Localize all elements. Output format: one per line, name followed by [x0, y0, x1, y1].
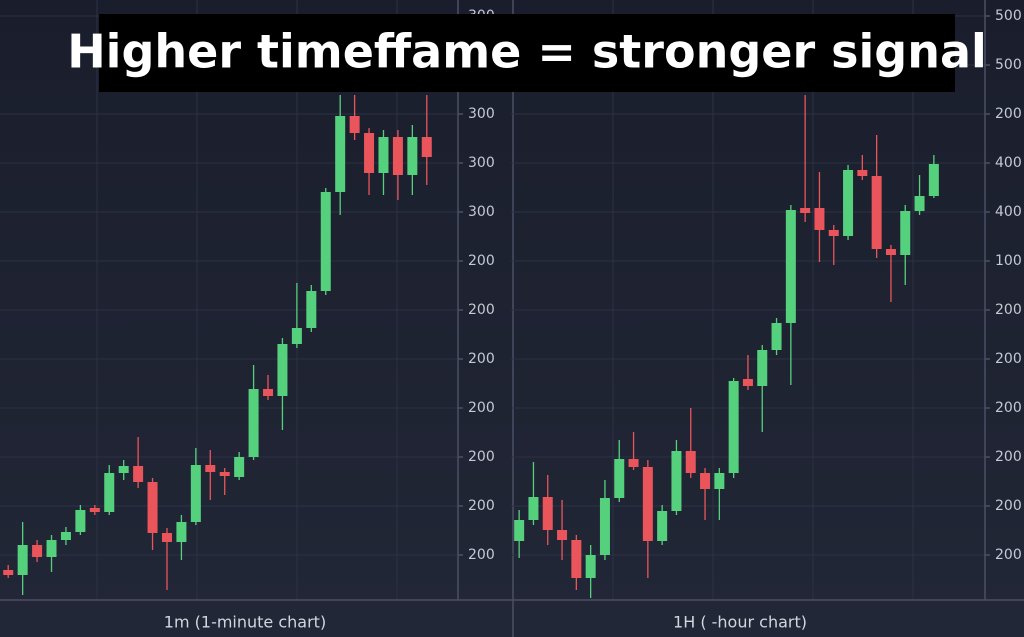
candle-body — [161, 533, 172, 542]
candle-body — [248, 389, 259, 457]
candle-body — [234, 457, 245, 477]
candle-body — [277, 344, 288, 396]
y-tick-label: 500 — [995, 8, 1022, 24]
candle-body — [714, 473, 725, 489]
candle-body — [742, 379, 753, 386]
candle-body — [585, 555, 596, 578]
candle-body — [557, 530, 568, 540]
y-tick-label: 500 — [995, 57, 1022, 73]
candle-body — [219, 472, 230, 476]
x-axis-label: 1m (1-minute chart) — [164, 613, 326, 632]
candle-body — [133, 466, 144, 482]
x-axis-label: 1H ( -hour chart) — [673, 613, 807, 632]
y-tick-label: 400 — [995, 204, 1022, 220]
candle-body — [17, 545, 28, 575]
candle-body — [542, 497, 553, 530]
candle-body — [571, 540, 582, 578]
candle-body — [421, 137, 432, 157]
candle-body — [263, 389, 274, 396]
candle-body — [671, 451, 682, 511]
y-tick-label: 100 — [995, 253, 1022, 269]
candle-body — [843, 170, 854, 236]
candle-body — [104, 473, 115, 512]
y-tick-label: 400 — [995, 155, 1022, 171]
candle-body — [378, 137, 389, 173]
candle-body — [147, 482, 158, 533]
candle-body — [885, 249, 896, 255]
candle-body — [32, 545, 43, 557]
candle-body — [3, 570, 14, 575]
candle-body — [118, 466, 129, 473]
candle-body — [642, 467, 653, 541]
y-tick-label: 200 — [468, 547, 495, 563]
y-tick-label: 200 — [468, 302, 495, 318]
candle-body — [614, 459, 625, 498]
candle-body — [46, 540, 57, 557]
candle-body — [176, 522, 187, 542]
candle-body — [657, 511, 668, 541]
y-tick-label: 200 — [995, 106, 1022, 122]
candle-body — [60, 532, 71, 540]
candle-body — [75, 510, 86, 532]
y-tick-label: 300 — [468, 204, 495, 220]
candle-body — [599, 498, 610, 555]
candle-body — [320, 192, 331, 291]
candle-body — [828, 230, 839, 236]
banner-title: Higher timeffame = stronger signal — [67, 25, 987, 79]
candle-body — [800, 208, 811, 213]
candle-body — [900, 211, 911, 255]
candle-body — [757, 350, 768, 386]
y-tick-label: 200 — [468, 400, 495, 416]
candle-body — [814, 208, 825, 230]
y-tick-label: 300 — [468, 106, 495, 122]
y-tick-label: 200 — [468, 351, 495, 367]
candle-body — [89, 508, 100, 512]
candle-body — [728, 381, 739, 473]
candle-body — [364, 133, 375, 173]
candle-body — [190, 465, 201, 522]
candle-body — [928, 164, 939, 196]
banner-box — [99, 14, 955, 92]
y-tick-label: 200 — [995, 547, 1022, 563]
y-tick-label: 200 — [995, 400, 1022, 416]
candle-body — [349, 116, 360, 133]
candle-body — [785, 210, 796, 323]
candle-body — [685, 451, 696, 473]
candle-body — [771, 323, 782, 350]
y-tick-label: 200 — [995, 302, 1022, 318]
candle-body — [205, 465, 216, 472]
candle-body — [528, 497, 539, 520]
candle-body — [514, 520, 525, 541]
y-tick-label: 200 — [468, 449, 495, 465]
y-tick-label: 300 — [468, 155, 495, 171]
candle-body — [628, 459, 639, 467]
candle-body — [871, 176, 882, 249]
y-tick-label: 200 — [468, 253, 495, 269]
y-tick-label: 200 — [468, 498, 495, 514]
y-tick-label: 200 — [995, 498, 1022, 514]
candle-body — [700, 473, 711, 489]
candle-body — [392, 137, 403, 175]
candle-body — [407, 137, 418, 175]
candle-body — [291, 328, 302, 344]
y-tick-label: 200 — [995, 351, 1022, 367]
candle-body — [306, 291, 317, 328]
y-tick-label: 200 — [995, 449, 1022, 465]
candle-body — [857, 170, 868, 176]
candle-body — [335, 116, 346, 192]
candle-body — [914, 196, 925, 211]
